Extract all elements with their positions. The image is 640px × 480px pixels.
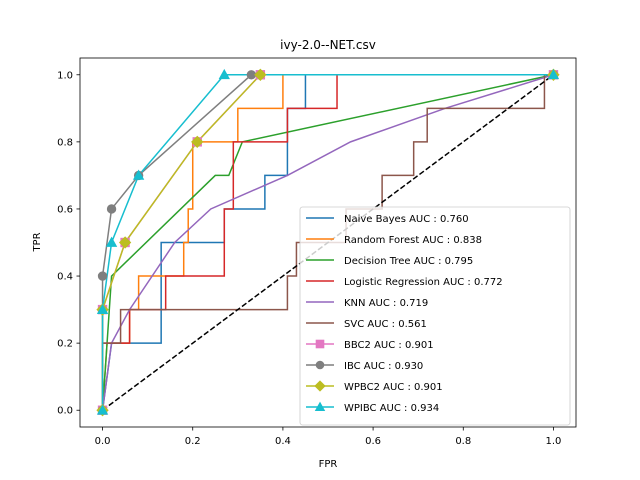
x-tick-label: 0.8 (455, 436, 471, 447)
series-line-decision-tree (101, 74, 554, 411)
legend-marker-wpbc2 (314, 380, 326, 392)
legend-label-wpbc2: WPBC2 AUC : 0.901 (344, 382, 443, 393)
y-tick-label: 0.0 (57, 406, 73, 417)
legend-label-naive-bayes: Naive Bayes AUC : 0.760 (344, 214, 469, 225)
legend-label-svc: SVC AUC : 0.561 (344, 319, 427, 330)
x-tick-label: 0.2 (185, 436, 201, 447)
data-point-wpbc2 (191, 135, 204, 149)
y-tick-label: 1.0 (57, 70, 73, 81)
legend-label-logistic-regression: Logistic Regression AUC : 0.772 (344, 277, 503, 288)
data-point-wpbc2 (118, 236, 132, 249)
y-tick-label: 0.2 (57, 339, 73, 350)
x-tick-label: 0.4 (275, 436, 291, 447)
data-point-ibc (106, 204, 117, 214)
data-point-wpibc (547, 68, 560, 80)
legend-label-wpibc: WPIBC AUC : 0.934 (344, 403, 439, 414)
data-point-wpbc2 (254, 68, 267, 81)
plot-frame (79, 57, 577, 428)
data-point-ibc (97, 271, 108, 281)
legend-label-ibc: IBC AUC : 0.930 (344, 361, 423, 372)
series-line-wpibc (101, 74, 554, 411)
legend-label-random-forest: Random Forest AUC : 0.838 (344, 235, 482, 246)
x-tick-label: 0.0 (95, 436, 111, 447)
series-line-knn (101, 74, 554, 411)
legend: Naive Bayes AUC : 0.760 Random Forest AUC… (299, 206, 571, 426)
x-tick-label: 0.6 (365, 436, 381, 447)
x-axis-ticks: 0.0 0.2 0.4 0.6 0.8 1.0 (95, 427, 562, 447)
legend-label-decision-tree: Decision Tree AUC : 0.795 (344, 256, 473, 267)
legend-box (299, 206, 571, 426)
data-point-wpibc (218, 68, 230, 80)
data-point-wpibc (105, 236, 118, 247)
x-axis-label: FPR (319, 459, 338, 470)
x-tick-label: 1.0 (546, 436, 562, 447)
legend-marker-ibc (315, 360, 325, 370)
data-point-wpibc (96, 303, 109, 314)
series-line-logistic-regression (101, 74, 554, 411)
data-point-wpibc (132, 169, 145, 180)
y-axis-label: TPR (32, 232, 43, 252)
y-axis-ticks: 0.0 0.2 0.4 0.6 0.8 1.0 (57, 70, 80, 417)
y-tick-label: 0.6 (57, 204, 73, 215)
chart-title: ivy-2.0--NET.csv (280, 38, 376, 52)
y-tick-label: 0.8 (57, 137, 73, 148)
legend-marker-bbc2 (315, 339, 325, 349)
y-tick-label: 0.4 (57, 272, 73, 283)
plot-area (96, 68, 560, 417)
legend-label-knn: KNN AUC : 0.719 (344, 298, 428, 309)
marker-layer (96, 68, 560, 417)
data-point-wpibc (96, 404, 109, 415)
legend-marker-wpibc (314, 401, 326, 411)
legend-label-bbc2: BBC2 AUC : 0.901 (344, 340, 434, 351)
